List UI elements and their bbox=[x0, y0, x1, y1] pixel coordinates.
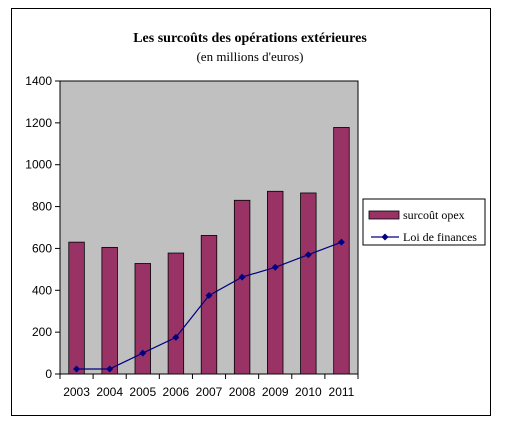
bar bbox=[233, 199, 251, 375]
line-point bbox=[205, 292, 213, 300]
x-tick-label: 2008 bbox=[229, 385, 256, 399]
y-tick-label: 400 bbox=[32, 283, 52, 297]
y-tick-label: 0 bbox=[45, 367, 52, 381]
bar bbox=[167, 252, 185, 375]
line-point bbox=[73, 365, 81, 373]
y-tick-label: 800 bbox=[32, 200, 52, 214]
legend-line-marker bbox=[381, 233, 389, 241]
bar bbox=[333, 127, 350, 375]
x-tick-label: 2007 bbox=[196, 385, 223, 399]
legend: surcoût opex Loi de finances bbox=[362, 198, 486, 246]
y-tick-label: 1200 bbox=[25, 116, 52, 130]
line-point bbox=[271, 263, 279, 271]
legend-line-label: Loi de finances bbox=[403, 230, 477, 244]
line-point bbox=[304, 251, 312, 259]
y-tick-label: 1000 bbox=[25, 158, 52, 172]
bar bbox=[300, 192, 317, 375]
line-point bbox=[106, 365, 114, 373]
bar bbox=[267, 190, 284, 375]
y-tick-label: 200 bbox=[32, 325, 52, 339]
bar bbox=[134, 263, 151, 375]
y-axis: 0 200 400 600 800 1000 1200 1400 bbox=[25, 74, 60, 381]
legend-bar-label: surcoût opex bbox=[403, 208, 465, 222]
bar bbox=[200, 235, 218, 375]
chart-title: Les surcoûts des opérations extérieures bbox=[133, 31, 367, 46]
y-tick-label: 600 bbox=[32, 241, 52, 255]
x-tick-label: 2009 bbox=[262, 385, 289, 399]
x-tick-label: 2005 bbox=[129, 385, 156, 399]
line-series bbox=[73, 238, 345, 373]
line-point bbox=[172, 333, 180, 341]
x-tick-label: 2011 bbox=[329, 385, 355, 399]
line-point bbox=[139, 349, 147, 357]
x-axis: 2003 2004 2005 2006 2007 2008 2009 2010 2011 bbox=[59, 374, 359, 399]
bar bbox=[68, 241, 85, 375]
x-tick-label: 2003 bbox=[63, 385, 90, 399]
x-tick-label: 2004 bbox=[96, 385, 123, 399]
line-point bbox=[238, 273, 246, 281]
y-tick-label: 1400 bbox=[25, 74, 52, 88]
x-tick-label: 2006 bbox=[163, 385, 190, 399]
line-point bbox=[337, 238, 345, 246]
legend-bar-swatch bbox=[368, 210, 400, 220]
x-tick-label: 2010 bbox=[295, 385, 322, 399]
chart-subtitle: (en millions d'euros) bbox=[196, 49, 303, 64]
bar-series bbox=[68, 127, 350, 375]
bar bbox=[101, 246, 118, 375]
